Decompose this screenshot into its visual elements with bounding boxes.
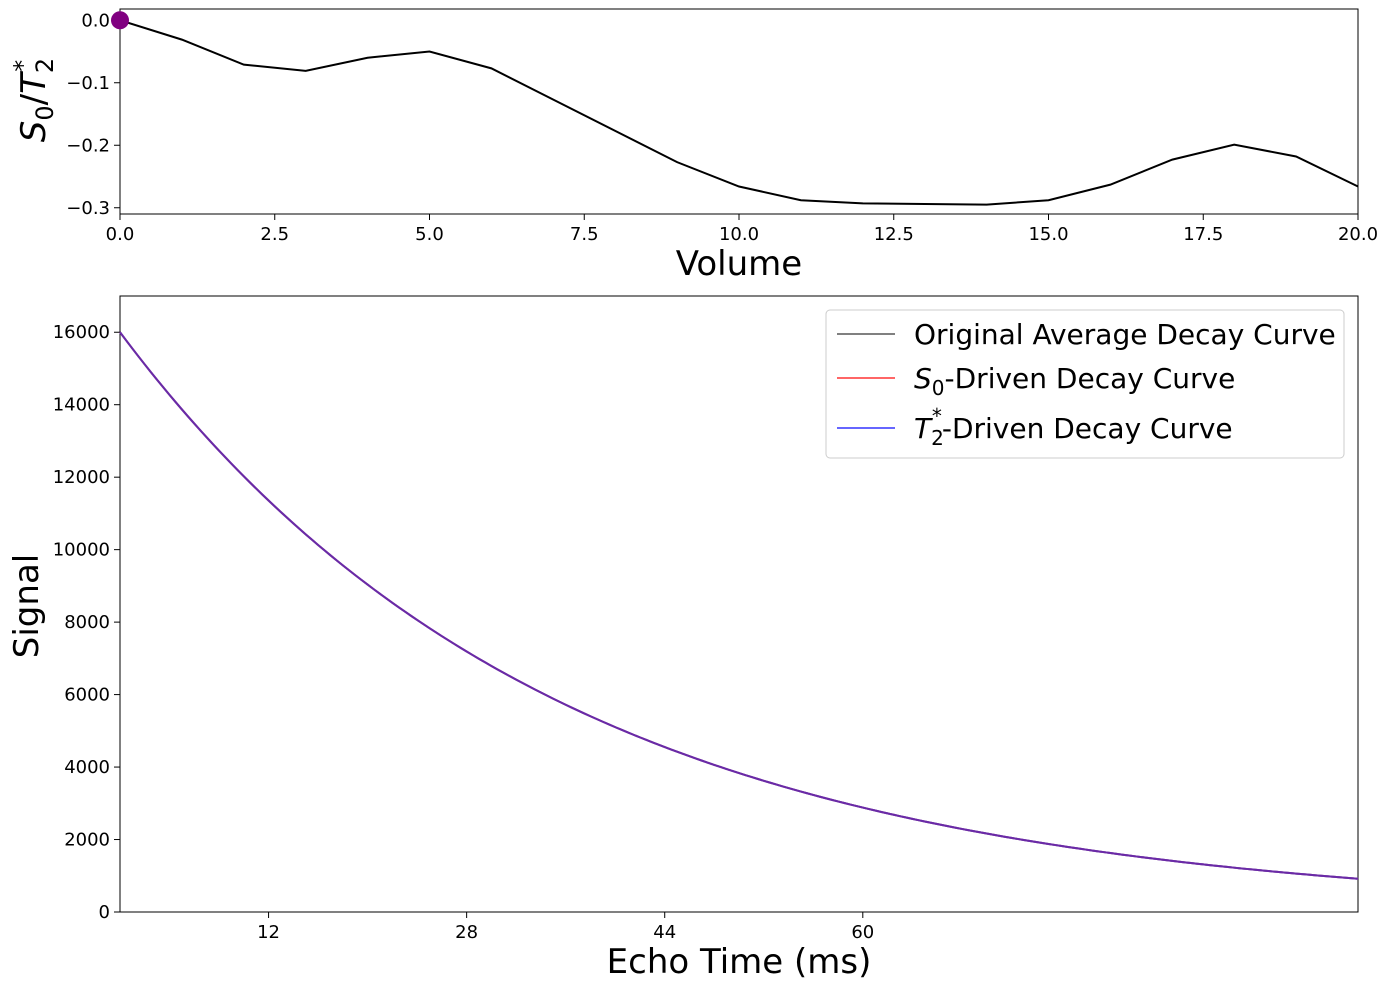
top-y-label-slash: / (14, 93, 54, 105)
legend-t2-sub: 2 (931, 426, 944, 450)
bottom-y-tick-label: 0 (99, 902, 110, 923)
legend-t2-symbol: T (914, 412, 933, 445)
top-series-line (119, 19, 1359, 206)
bottom-x-tick-label: 60 (851, 922, 874, 943)
bottom-y-tick-label: 14000 (53, 395, 110, 416)
top-y-label-star: * (9, 60, 37, 72)
bottom-y-tick-label: 16000 (53, 322, 110, 343)
legend: Original Average Decay Curve S0-Driven D… (825, 309, 1345, 459)
bottom-y-tick-label: 8000 (64, 612, 110, 633)
top-x-tick-label: 10.0 (719, 224, 759, 245)
bottom-y-tick-label: 10000 (53, 540, 110, 561)
legend-s0-symbol: S (914, 362, 932, 395)
legend-label-t2: T2*-Driven Decay Curve (914, 404, 1233, 450)
bottom-x-tick-label: 44 (653, 922, 676, 943)
top-x-tick-label: 15.0 (1028, 224, 1068, 245)
top-x-tick-label: 5.0 (415, 224, 444, 245)
legend-t2-star: * (932, 404, 942, 428)
top-y-label-t: T (14, 71, 54, 94)
top-y-tick-label: −0.2 (66, 135, 110, 156)
top-y-axis-label: S0/T2* (9, 58, 59, 142)
bottom-series-lines (119, 331, 1359, 880)
legend-s0-sub: 0 (932, 376, 945, 400)
bottom-y-ticks: 0 2000 4000 6000 8000 10000 12000 14000 16000 (53, 322, 120, 923)
top-y-label-sub0: 0 (31, 105, 59, 120)
bottom-y-tick-label: 6000 (64, 685, 110, 706)
bottom-y-tick-label: 2000 (64, 830, 110, 851)
top-current-volume-marker (111, 11, 129, 30)
bottom-x-tick-label: 28 (455, 922, 478, 943)
bottom-y-axis-label: Signal (7, 554, 47, 658)
top-x-tick-label: 20.0 (1338, 224, 1378, 245)
bottom-y-tick-label: 12000 (53, 467, 110, 488)
top-x-tick-label: 2.5 (260, 224, 289, 245)
top-chart: 0.0 2.5 5.0 7.5 10.0 12.5 15.0 17.5 20.0 0.0 −0.1… (9, 8, 1378, 284)
top-y-label-sub2: 2 (31, 58, 59, 73)
top-x-tick-label: 0.0 (106, 224, 135, 245)
bottom-x-tick-label: 12 (257, 922, 280, 943)
legend-box (825, 309, 1345, 459)
top-x-axis-label: Volume (676, 244, 802, 284)
legend-label-original: Original Average Decay Curve (914, 318, 1336, 351)
legend-s0-rest: -Driven Decay Curve (945, 362, 1236, 395)
bottom-series-overlap (119, 331, 1359, 880)
bottom-chart: 12 28 44 60 0 2000 4000 6000 8000 10000 12000 1400… (7, 295, 1359, 982)
bottom-y-tick-label: 4000 (64, 757, 110, 778)
top-y-label-s: S (14, 121, 54, 143)
top-x-tick-label: 12.5 (874, 224, 914, 245)
bottom-x-ticks: 12 28 44 60 (257, 912, 874, 943)
bottom-x-axis-label: Echo Time (ms) (607, 942, 872, 982)
top-y-ticks: 0.0 −0.1 −0.2 −0.3 (66, 10, 120, 219)
top-x-tick-label: 7.5 (570, 224, 599, 245)
top-y-tick-label: 0.0 (81, 10, 110, 31)
legend-label-s0: S0-Driven Decay Curve (914, 362, 1235, 400)
top-y-tick-label: −0.3 (66, 198, 110, 219)
legend-t2-rest: -Driven Decay Curve (942, 412, 1233, 445)
top-x-ticks: 0.0 2.5 5.0 7.5 10.0 12.5 15.0 17.5 20.0 (106, 214, 1378, 245)
top-plot-area (119, 8, 1359, 215)
top-y-tick-label: −0.1 (66, 73, 110, 94)
top-x-tick-label: 17.5 (1183, 224, 1223, 245)
